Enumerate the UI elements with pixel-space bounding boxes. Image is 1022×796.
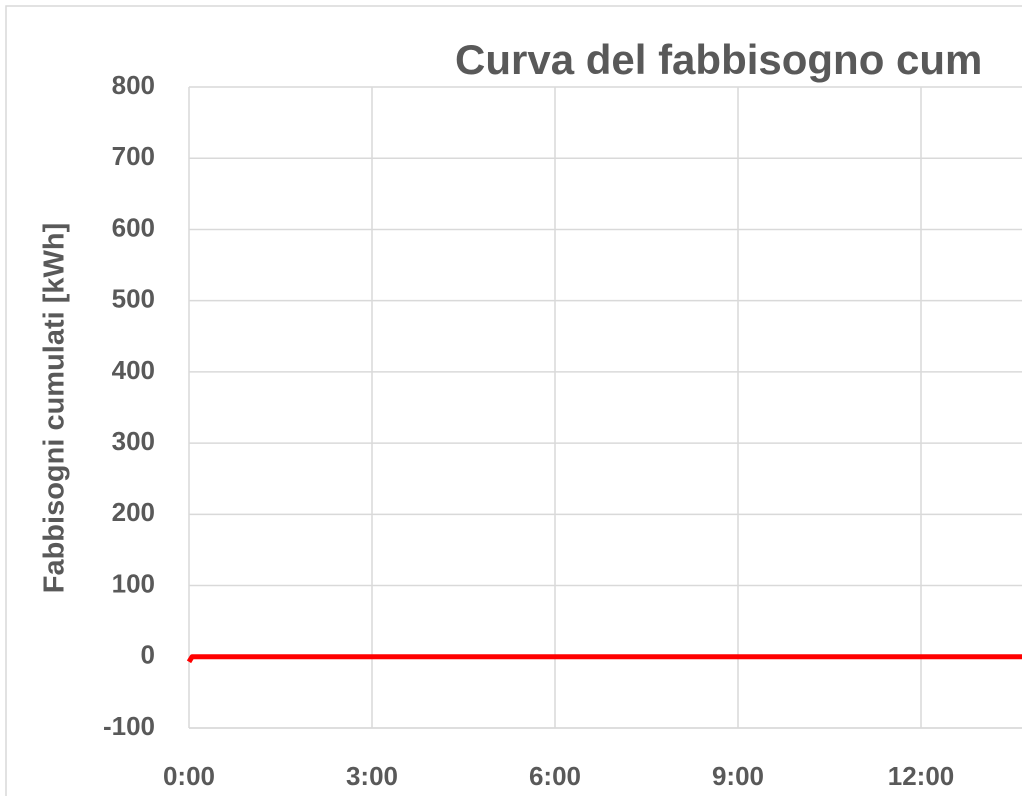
y-tick-label: 100 bbox=[112, 568, 155, 598]
y-tick-label: 0 bbox=[141, 640, 155, 670]
x-tick-label: 9:00 bbox=[712, 761, 764, 791]
y-tick-label: 600 bbox=[112, 212, 155, 242]
x-tick-label: 3:00 bbox=[346, 761, 398, 791]
x-tick-label: 12:00 bbox=[888, 761, 955, 791]
y-axis-title: Fabbisogni cumulati [kWh] bbox=[39, 223, 71, 594]
y-tick-label: 300 bbox=[112, 426, 155, 456]
y-tick-label: 400 bbox=[112, 355, 155, 385]
data-line bbox=[186, 654, 1022, 664]
chart-frame bbox=[5, 5, 1022, 796]
y-tick-label: 700 bbox=[112, 141, 155, 171]
x-tick-label: 6:00 bbox=[529, 761, 581, 791]
chart-title: Curva del fabbisogno cum bbox=[455, 36, 982, 83]
y-tick-label: 200 bbox=[112, 497, 155, 527]
y-tick-label: -100 bbox=[103, 711, 155, 741]
x-tick-label: 0:00 bbox=[163, 761, 215, 791]
y-tick-label: 500 bbox=[112, 284, 155, 314]
y-tick-label: 800 bbox=[112, 70, 155, 100]
